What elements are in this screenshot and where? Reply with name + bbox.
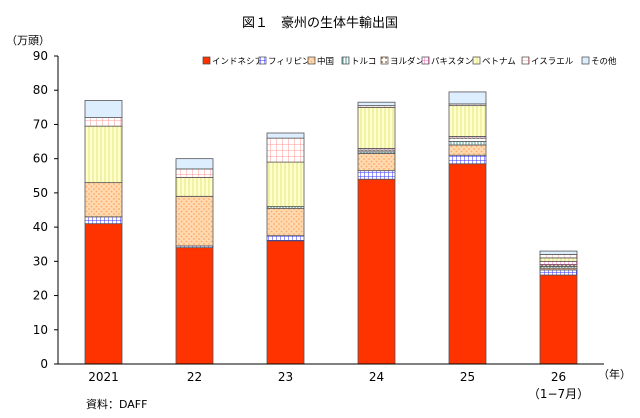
- legend-swatch: [380, 56, 389, 65]
- bar-stack-24: [357, 101, 396, 365]
- y-tick-label: 20: [33, 289, 48, 303]
- bar-segment-22-中国: [175, 195, 214, 247]
- legend-swatch: [421, 56, 430, 65]
- bar-segment-24-インドネシア: [357, 178, 396, 365]
- bar-segment-2021-イスラエル: [84, 117, 123, 127]
- legend-item-フィリピン: フィリピン: [258, 56, 310, 67]
- source-note: 資料：DAFF: [86, 397, 147, 411]
- legend-item-パキスタン: パキスタン: [421, 56, 473, 67]
- y-axis: 0 10 20 30 40 50 60 70 80 90: [33, 49, 59, 371]
- legend-swatch: [202, 56, 211, 65]
- bar-segment-26-フィリピン: [539, 269, 578, 276]
- y-tick-label: 70: [33, 117, 48, 131]
- bar-segment-25-ベトナム: [448, 105, 487, 137]
- legend-swatch: [307, 56, 316, 65]
- legend-label: 中国: [317, 56, 334, 67]
- bar-segment-26-ベトナム: [539, 257, 578, 262]
- bar-segment-24-その他: [357, 101, 396, 107]
- y-tick-label: 60: [33, 152, 48, 166]
- x-axis-unit-label: （年）: [598, 367, 631, 381]
- bar-segment-23-その他: [266, 132, 305, 139]
- legend-label: ヨルダン: [390, 56, 424, 67]
- bar-segment-22-その他: [175, 158, 214, 170]
- bar-segment-24-フィリピン: [357, 170, 396, 180]
- bar-segment-25-その他: [448, 91, 487, 105]
- legend-item-中国: 中国: [307, 56, 334, 67]
- x-tick-label: 25: [460, 370, 475, 384]
- x-tick-label: 2021: [88, 370, 119, 384]
- legend-swatch: [472, 56, 481, 65]
- legend-item-トルコ: トルコ: [341, 56, 376, 67]
- legend-label: ベトナム: [482, 57, 516, 67]
- legend-swatch: [341, 56, 350, 65]
- legend-swatch: [581, 56, 590, 65]
- y-tick-label: 30: [33, 254, 48, 268]
- bar-segment-22-インドネシア: [175, 247, 214, 365]
- legend-label: インドネシア: [212, 57, 263, 67]
- x-tick-label: 26: [551, 370, 566, 384]
- legend-item-ヨルダン: ヨルダン: [380, 56, 424, 67]
- legend-swatch: [258, 56, 267, 65]
- bar-segment-26-パキスタン: [539, 260, 578, 266]
- bar-stack-22: [175, 158, 214, 365]
- bar-segment-23-ベトナム: [266, 161, 305, 207]
- legend-swatch: [521, 56, 530, 65]
- bar-stack-26: [539, 250, 578, 365]
- legend-item-その他: その他: [581, 56, 617, 67]
- bar-segment-25-インドネシア: [448, 163, 487, 365]
- chart-title: 図１ 豪州の生体牛輸出国: [242, 15, 398, 31]
- legend-label: パキスタン: [431, 57, 473, 67]
- y-tick-label: 0: [40, 357, 48, 371]
- bar-segment-23-インドネシア: [266, 240, 305, 365]
- bar-segment-26-イスラエル: [539, 254, 578, 259]
- x-tick-sublabel: （1−7月）: [528, 387, 589, 401]
- x-tick-label: 23: [278, 370, 293, 384]
- bar-segment-25-中国: [448, 144, 487, 156]
- bar-stack-23: [266, 132, 305, 365]
- bar-segment-2021-中国: [84, 182, 123, 218]
- bar-segment-2021-ベトナム: [84, 125, 123, 184]
- bar-segment-22-ベトナム: [175, 177, 214, 197]
- bar-segment-2021-インドネシア: [84, 223, 123, 365]
- bar-segment-23-フィリピン: [266, 235, 305, 242]
- bar-segment-26-その他: [539, 250, 578, 255]
- bar-stack-25: [448, 91, 487, 365]
- bar-stack-2021: [84, 100, 123, 365]
- bar-segment-26-インドネシア: [539, 274, 578, 365]
- legend-item-ベトナム: ベトナム: [472, 56, 516, 67]
- bar-segment-25-ヨルダン: [448, 137, 487, 142]
- bar-segment-25-トルコ: [448, 141, 487, 146]
- legend-label: トルコ: [351, 57, 376, 67]
- x-axis: 2021 22 23 24 25 26 （1−7月）: [58, 363, 604, 401]
- bar-segment-2021-その他: [84, 100, 123, 119]
- bar-segment-2021-フィリピン: [84, 216, 123, 225]
- legend-label: フィリピン: [268, 57, 310, 67]
- bar-segment-22-イスラエル: [175, 168, 214, 178]
- bars: [84, 91, 578, 365]
- bar-segment-24-中国: [357, 153, 396, 172]
- legend: インドネシア フィリピン 中国 トルコ ヨルダン パキスタン ベトナム イスラエル その他: [202, 56, 617, 67]
- y-tick-label: 80: [33, 83, 48, 97]
- y-tick-label: 40: [33, 220, 48, 234]
- y-tick-label: 90: [33, 49, 48, 63]
- y-tick-label: 10: [33, 323, 48, 337]
- legend-label: イスラエル: [531, 57, 574, 67]
- bar-segment-23-イスラエル: [266, 137, 305, 163]
- y-axis-unit-label: （万頭）: [6, 34, 50, 47]
- bar-segment-23-中国: [266, 207, 305, 237]
- legend-label: その他: [591, 56, 617, 67]
- bar-segment-25-フィリピン: [448, 154, 487, 165]
- bar-segment-24-ベトナム: [357, 106, 396, 149]
- x-tick-label: 24: [369, 370, 384, 384]
- x-tick-label: 22: [187, 370, 202, 384]
- legend-item-イスラエル: イスラエル: [521, 56, 574, 67]
- y-tick-label: 50: [33, 186, 48, 200]
- legend-item-インドネシア: インドネシア: [202, 56, 263, 67]
